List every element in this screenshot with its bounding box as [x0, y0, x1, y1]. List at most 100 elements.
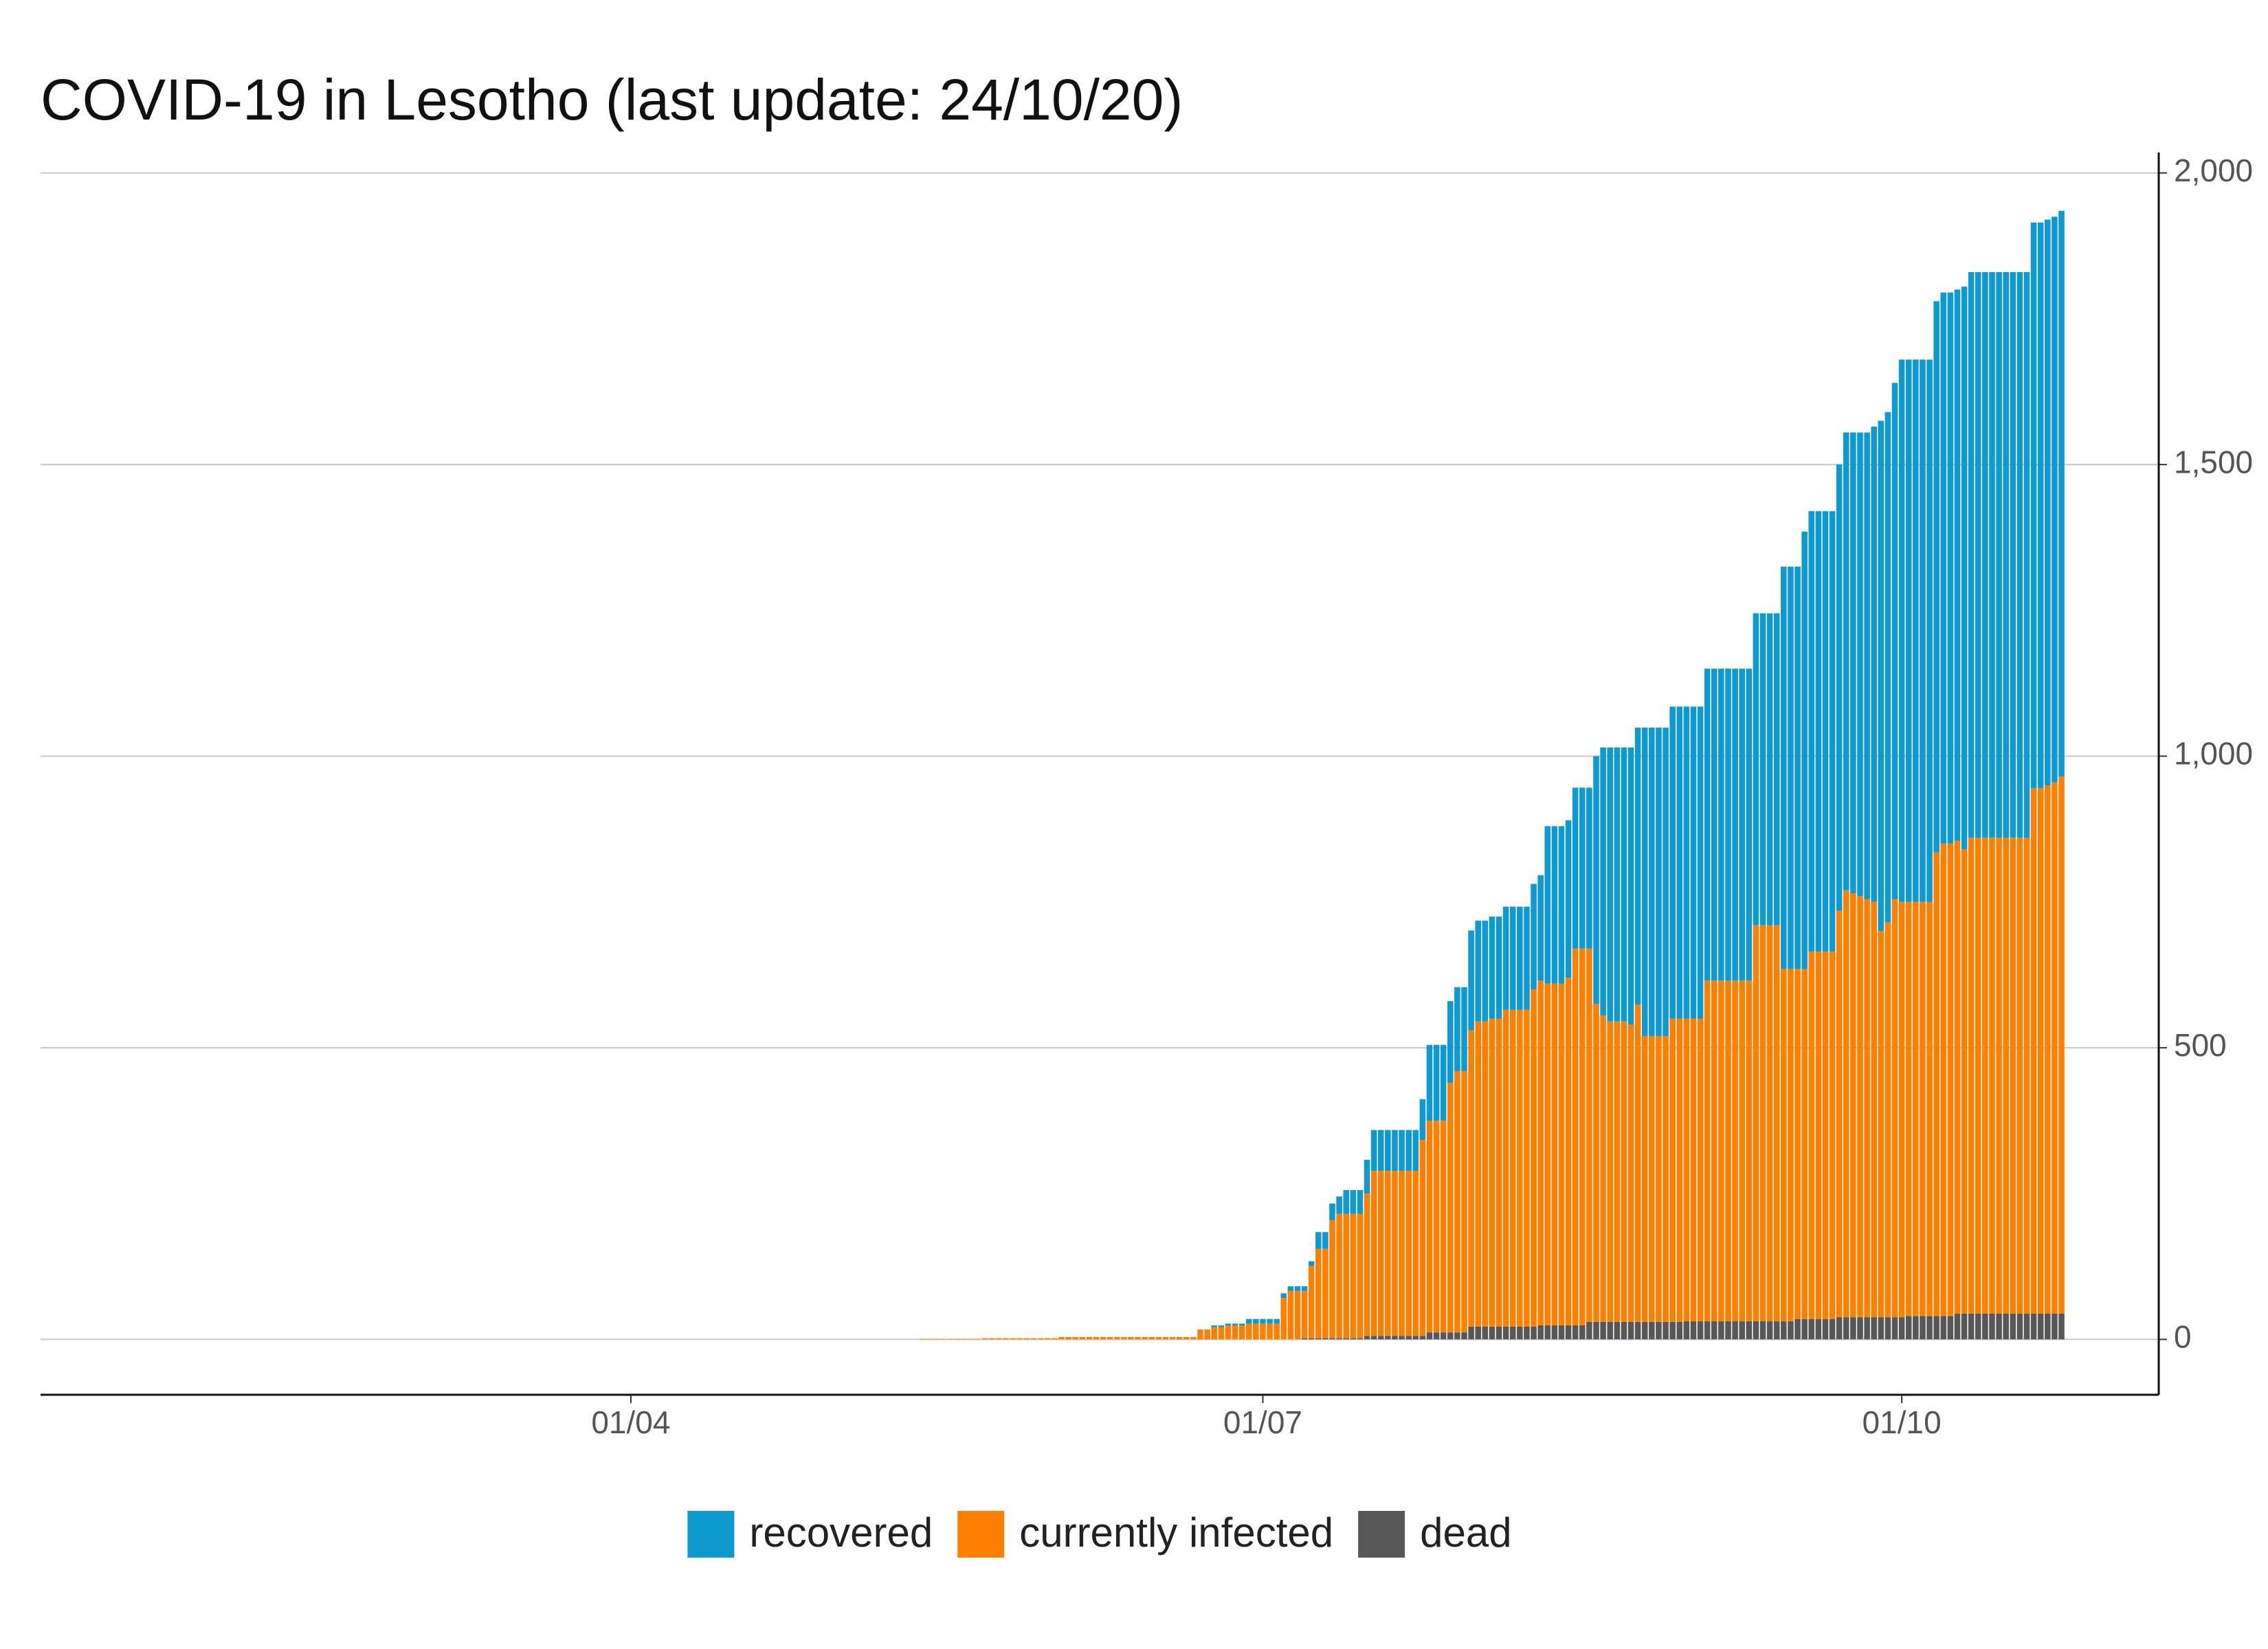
bar-segment — [1531, 884, 1537, 990]
bar-segment — [1885, 1317, 1891, 1340]
bar-segment — [1676, 1018, 1683, 1322]
bar-segment — [1794, 1319, 1801, 1340]
bar-segment — [1815, 1319, 1822, 1340]
bar-segment — [1377, 1336, 1384, 1340]
bar-segment — [1920, 1316, 1926, 1340]
bar-segment — [1517, 906, 1523, 1010]
bar-segment — [1238, 1323, 1245, 1325]
bar-segment — [1016, 1338, 1023, 1340]
bar-segment — [2023, 272, 2030, 838]
bar-segment — [1197, 1329, 1203, 1340]
bar-segment — [1392, 1336, 1398, 1340]
bar-segment — [1982, 838, 1988, 1314]
bar-segment — [1426, 1121, 1433, 1333]
bar-segment — [1524, 1009, 1530, 1327]
bar-segment — [1183, 1336, 1190, 1340]
bar-segment — [1433, 1044, 1440, 1121]
bar-segment — [1357, 1190, 1364, 1214]
bar-segment — [1052, 1338, 1058, 1340]
bar-segment — [1829, 951, 1836, 1319]
bar-segment — [1933, 852, 1939, 1316]
bar-segment — [1871, 1317, 1877, 1340]
bar-segment — [2010, 272, 2016, 838]
bar-segment — [1600, 747, 1606, 1016]
bar-segment — [1627, 1024, 1634, 1322]
bar-segment — [1913, 901, 1919, 1316]
bar-segment — [1113, 1336, 1120, 1340]
bar-segment — [1128, 1336, 1134, 1340]
bar-segment — [1280, 1298, 1287, 1340]
bar-segment — [2037, 1314, 2044, 1340]
bar-segment — [968, 1338, 975, 1340]
bar-segment — [1232, 1325, 1238, 1340]
bar-segment — [1565, 820, 1572, 978]
bar-segment — [1669, 1321, 1676, 1340]
bar-segment — [1968, 838, 1975, 1314]
bar-segment — [1739, 669, 1745, 981]
bar-segment — [1634, 1005, 1641, 1322]
bar-segment — [1746, 669, 1753, 981]
bar-segment — [1072, 1336, 1078, 1340]
bar-segment — [1405, 1130, 1412, 1171]
bar-segment — [1926, 901, 1933, 1316]
bar-segment — [1440, 1121, 1447, 1333]
bar-segment — [1940, 843, 1947, 1316]
bar-segment — [1426, 1332, 1433, 1340]
y-tick-label: 1,000 — [2174, 736, 2253, 772]
bar-segment — [1135, 1336, 1141, 1340]
bar-segment — [1551, 1325, 1558, 1340]
bar-segment — [1329, 1338, 1335, 1340]
bar-segment — [1225, 1325, 1232, 1340]
bar-segment — [1385, 1130, 1391, 1171]
bar-segment — [1308, 1261, 1315, 1266]
bar-segment — [1350, 1190, 1357, 1214]
bar-segment — [1482, 1021, 1489, 1327]
bar-segment — [1517, 1326, 1523, 1340]
bar-segment — [1683, 1018, 1690, 1322]
bar-segment — [2037, 788, 2044, 1314]
bar-segment — [1947, 1316, 1954, 1340]
bar-segment — [1370, 1171, 1377, 1336]
bar-segment — [1864, 1317, 1870, 1340]
bar-segment — [1808, 951, 1815, 1319]
legend-swatch — [957, 1511, 1005, 1558]
bar-segment — [1329, 1203, 1335, 1221]
bar-segment — [1746, 980, 1753, 1322]
bar-segment — [1656, 1321, 1662, 1340]
legend-swatch — [687, 1511, 735, 1558]
bar-segment — [1891, 899, 1898, 1318]
bar-segment — [1169, 1336, 1176, 1340]
bar-segment — [1607, 1021, 1614, 1322]
bar-segment — [1509, 906, 1516, 1010]
legend-label: recovered — [749, 1510, 933, 1556]
bar-segment — [1336, 1196, 1342, 1214]
bar-segment — [1773, 613, 1780, 926]
bar-segment — [1447, 1082, 1454, 1333]
bar-segment — [1850, 432, 1856, 894]
bar-segment — [1524, 906, 1530, 1010]
bar-segment — [1788, 1321, 1794, 1340]
bar-segment — [1996, 272, 2002, 838]
bar-segment — [1343, 1213, 1350, 1338]
y-tick-label: 0 — [2174, 1319, 2192, 1355]
bar-segment — [996, 1338, 1002, 1340]
bar-segment — [2030, 222, 2037, 789]
bar-segment — [1537, 980, 1544, 1325]
bar-segment — [1656, 727, 1662, 1036]
bar-segment — [1607, 1321, 1614, 1340]
bar-segment — [2058, 776, 2065, 1314]
bar-segment — [1142, 1336, 1148, 1340]
bar-segment — [1336, 1338, 1342, 1340]
bar-segment — [1502, 906, 1509, 1010]
bar-segment — [1614, 747, 1621, 1022]
bar-segment — [1253, 1319, 1259, 1324]
bar-segment — [1010, 1338, 1016, 1340]
bar-segment — [1683, 706, 1690, 1019]
bar-segment — [1468, 1326, 1474, 1340]
bar-segment — [1364, 1193, 1370, 1336]
bar-segment — [1294, 1286, 1301, 1291]
bar-segment — [1926, 1316, 1933, 1340]
bar-segment — [1593, 1004, 1599, 1322]
bar-segment — [1913, 359, 1919, 902]
